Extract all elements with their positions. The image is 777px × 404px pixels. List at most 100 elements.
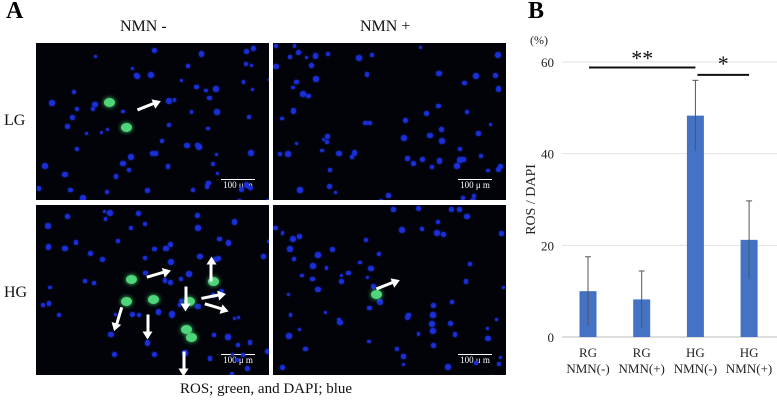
nucleus — [204, 184, 210, 189]
nucleus — [186, 271, 192, 277]
ros-positive-cell — [121, 297, 132, 306]
nucleus — [134, 74, 140, 80]
arrow-icon — [136, 96, 163, 112]
nucleus — [111, 351, 117, 357]
nucleus — [279, 116, 284, 121]
nucleus — [194, 84, 199, 90]
nucleus — [454, 162, 460, 169]
nucleus — [183, 142, 190, 149]
x-tick-label: NMN(+) — [619, 361, 665, 376]
nucleus — [363, 120, 368, 126]
nucleus — [292, 44, 297, 48]
nucleus — [142, 221, 147, 227]
nucleus — [150, 150, 156, 157]
nucleus — [244, 48, 250, 54]
nucleus — [371, 283, 377, 289]
nucleus — [71, 89, 76, 94]
nucleus — [211, 161, 216, 166]
nucleus — [207, 356, 213, 362]
nucleus — [163, 245, 169, 251]
nucleus — [99, 256, 106, 263]
micrograph-lg-nmn-minus: 100 μ m — [36, 43, 269, 200]
nucleus — [296, 234, 302, 240]
nucleus — [136, 312, 141, 318]
nucleus — [92, 280, 96, 285]
nucleus — [310, 263, 316, 270]
nucleus — [241, 352, 246, 357]
nucleus — [486, 168, 490, 172]
y-tick-label: 20 — [541, 238, 554, 253]
nucleus — [289, 235, 296, 242]
nucleus — [195, 303, 201, 310]
nucleus — [152, 48, 158, 54]
nucleus — [499, 231, 504, 236]
nucleus — [325, 51, 331, 57]
nucleus — [320, 148, 324, 153]
nucleus — [68, 187, 73, 193]
nucleus — [449, 207, 454, 213]
nucleus — [367, 339, 371, 343]
nucleus — [135, 210, 141, 216]
nucleus — [69, 114, 75, 120]
scale-bar: 100 μ m — [221, 179, 255, 190]
nucleus — [326, 184, 332, 189]
nucleus — [74, 147, 80, 152]
arrow-icon — [146, 265, 173, 279]
nucleus — [502, 286, 506, 290]
nucleus — [168, 258, 175, 265]
nucleus — [401, 362, 405, 366]
nucleus — [472, 194, 477, 199]
nucleus — [179, 276, 184, 281]
nucleus — [244, 61, 249, 66]
y-tick-label: 60 — [541, 55, 554, 70]
x-tick-label: RG — [633, 345, 651, 360]
nucleus — [143, 270, 148, 276]
nucleus — [218, 288, 225, 294]
nucleus — [205, 126, 210, 131]
nucleus — [62, 245, 68, 252]
nucleus — [285, 151, 291, 158]
nucleus — [415, 205, 421, 212]
nucleus — [441, 232, 446, 238]
nucleus — [45, 244, 52, 250]
nucleus — [211, 333, 216, 337]
nucleus — [47, 301, 52, 306]
nucleus — [84, 131, 89, 136]
nucleus — [461, 195, 465, 200]
nucleus — [83, 279, 87, 283]
nucleus — [216, 172, 220, 176]
nucleus — [356, 55, 363, 62]
nucleus — [334, 190, 338, 194]
nucleus — [431, 343, 436, 349]
nucleus — [402, 118, 408, 124]
significance-marker: * — [718, 51, 729, 76]
nucleus — [297, 187, 303, 193]
nucleus — [457, 157, 463, 163]
nucleus — [434, 230, 440, 236]
arrow-icon — [201, 289, 227, 301]
nucleus — [107, 331, 114, 338]
nucleus — [120, 109, 125, 114]
nucleus — [435, 220, 440, 225]
nucleus — [153, 151, 159, 156]
nucleus — [231, 219, 238, 225]
nucleus — [190, 188, 195, 193]
nucleus — [358, 260, 362, 265]
nucleus — [401, 354, 406, 359]
ros-positive-cell — [181, 325, 192, 334]
nucleus — [469, 198, 476, 200]
nucleus — [436, 158, 442, 164]
nucleus — [216, 236, 222, 242]
nucleus — [93, 54, 97, 58]
nucleus — [168, 279, 174, 285]
nucleus — [494, 318, 498, 322]
nucleus — [430, 312, 436, 318]
nucleus — [273, 63, 280, 70]
nucleus — [168, 242, 174, 248]
nucleus — [205, 181, 210, 186]
nucleus — [273, 43, 278, 48]
nucleus — [213, 86, 220, 92]
nucleus — [166, 122, 172, 128]
arrow-icon — [180, 286, 191, 312]
nucleus — [264, 348, 269, 354]
